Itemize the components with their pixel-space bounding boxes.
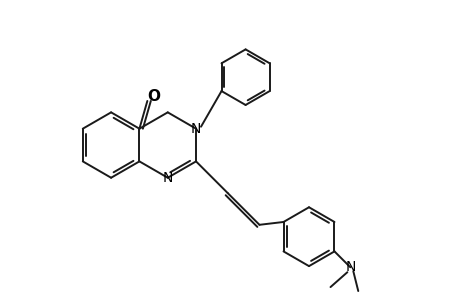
Text: N: N [344,260,355,274]
Text: O: O [146,89,159,104]
Text: N: N [162,171,173,185]
Text: N: N [190,122,201,136]
